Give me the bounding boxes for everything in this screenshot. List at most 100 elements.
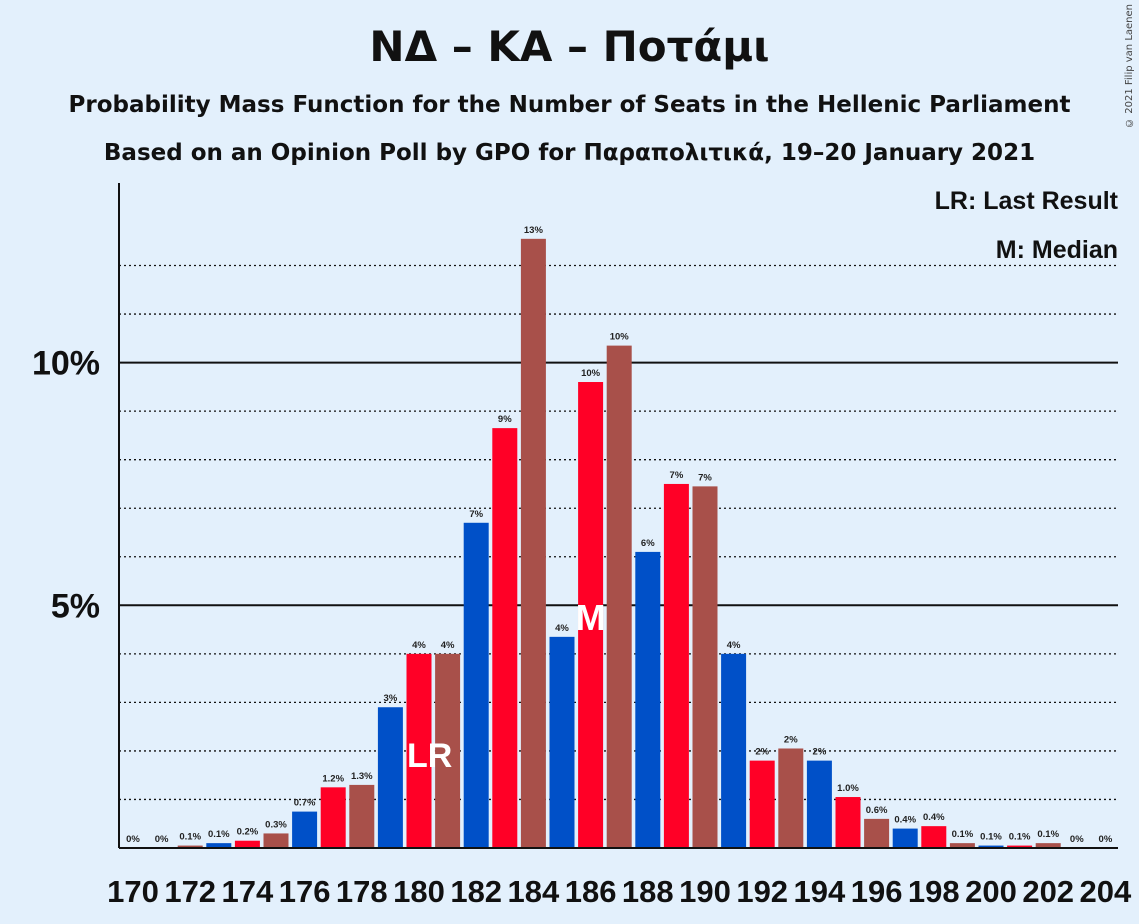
bar-label-seat-186: 10% <box>581 368 601 379</box>
x-tick-label-192: 192 <box>736 874 788 909</box>
bar-seat-186 <box>578 382 604 848</box>
x-tick-label-176: 176 <box>279 874 331 909</box>
bar-label-seat-193: 2% <box>784 734 798 745</box>
bar-label-seat-181: 4% <box>441 640 455 651</box>
bar-label-seat-196: 0.6% <box>866 805 888 816</box>
bar-seat-182 <box>463 522 489 848</box>
bar-label-seat-173: 0.1% <box>208 829 230 840</box>
bar-label-seat-188: 6% <box>641 538 655 549</box>
x-tick-label-202: 202 <box>1022 874 1074 909</box>
bar-label-seat-182: 7% <box>469 509 483 520</box>
bar-label-seat-175: 0.3% <box>265 819 287 830</box>
bar-label-seat-174: 0.2% <box>237 827 259 838</box>
bar-seat-174 <box>234 840 260 848</box>
bar-label-seat-179: 3% <box>384 693 398 704</box>
x-tick-label-188: 188 <box>622 874 674 909</box>
x-tick-label-182: 182 <box>450 874 502 909</box>
markers: LR M <box>407 597 606 775</box>
bar-seat-176 <box>292 811 318 848</box>
chart-title: ΝΔ – ΚΑ – Ποτάμι <box>369 22 770 71</box>
bar-label-seat-201: 0.1% <box>1009 832 1031 843</box>
bar-label-seat-202: 0.1% <box>1037 829 1059 840</box>
chart-subtitle-2: Based on an Opinion Poll by GPO for Παρα… <box>103 140 1036 166</box>
bar-seat-195 <box>835 797 861 848</box>
bar-label-seat-172: 0.1% <box>179 832 201 843</box>
bar-seat-173 <box>206 843 232 848</box>
x-tick-label-186: 186 <box>565 874 617 909</box>
bar-label-seat-189: 7% <box>670 470 684 481</box>
bar-seat-200 <box>978 845 1004 848</box>
bar-label-seat-190: 7% <box>698 472 712 483</box>
bar-seat-198 <box>921 826 947 848</box>
bar-label-seat-199: 0.1% <box>952 829 974 840</box>
bars <box>177 238 1061 848</box>
x-tick-label-196: 196 <box>851 874 903 909</box>
x-tick-label-178: 178 <box>336 874 388 909</box>
bar-label-seat-178: 1.3% <box>351 771 373 782</box>
bar-label-seat-191: 4% <box>727 640 741 651</box>
bar-label-seat-177: 1.2% <box>322 773 344 784</box>
bar-value-labels: 0% 0% 0.1% 0.1% 0.2% 0.3% 0.7% 1.2% 1.3% 3% 4% 4% 7%… <box>126 225 1113 845</box>
bar-seat-190 <box>692 486 718 848</box>
bar-seat-189 <box>663 483 689 848</box>
legend-median: M: Median <box>996 236 1118 264</box>
bar-seat-193 <box>778 748 804 848</box>
x-tick-label-204: 204 <box>1080 874 1132 909</box>
bar-label-seat-192: 2% <box>755 747 769 758</box>
bar-seat-179 <box>377 707 403 848</box>
bar-label-seat-203: 0% <box>1070 834 1084 845</box>
bar-seat-196 <box>864 818 890 848</box>
last-result-marker: LR <box>407 737 452 775</box>
bar-seat-175 <box>263 833 289 848</box>
x-tick-label-184: 184 <box>508 874 560 909</box>
bar-seat-202 <box>1035 843 1061 848</box>
bar-seat-180 <box>406 653 432 848</box>
bar-seat-172 <box>177 845 203 848</box>
bar-label-seat-176: 0.7% <box>294 798 316 809</box>
x-tick-label-174: 174 <box>222 874 274 909</box>
y-tick-label: 10% <box>32 345 100 383</box>
bar-label-seat-185: 4% <box>555 623 569 634</box>
bar-seat-199 <box>949 843 975 848</box>
bar-label-seat-171: 0% <box>155 834 169 845</box>
x-tick-label-172: 172 <box>164 874 216 909</box>
bar-label-seat-197: 0.4% <box>894 815 916 826</box>
tick-labels: 5%10%170 172 174 176 178 180 182 184 186 188 190 19… <box>32 345 1132 909</box>
bar-label-seat-184: 13% <box>524 225 544 236</box>
y-tick-label: 5% <box>51 587 100 625</box>
x-tick-label-170: 170 <box>107 874 159 909</box>
legend: LR: Last Result M: Median <box>935 187 1119 264</box>
bar-seat-183 <box>492 428 518 848</box>
bar-seat-185 <box>549 636 575 848</box>
bar-label-seat-195: 1.0% <box>837 783 859 794</box>
bar-label-seat-183: 9% <box>498 414 512 425</box>
bar-seat-197 <box>892 828 918 848</box>
x-tick-label-198: 198 <box>908 874 960 909</box>
bar-seat-187 <box>606 345 632 848</box>
bar-seat-178 <box>349 784 375 848</box>
bar-label-seat-187: 10% <box>610 332 630 343</box>
bar-seat-177 <box>320 787 346 848</box>
bar-label-seat-198: 0.4% <box>923 812 945 823</box>
bar-seat-181 <box>435 653 461 848</box>
bar-label-seat-170: 0% <box>126 834 140 845</box>
x-tick-label-190: 190 <box>679 874 731 909</box>
x-tick-label-200: 200 <box>965 874 1017 909</box>
legend-last-result: LR: Last Result <box>935 187 1119 215</box>
chart-subtitle-1: Probability Mass Function for the Number… <box>68 92 1071 118</box>
bar-label-seat-200: 0.1% <box>980 832 1002 843</box>
bar-label-seat-194: 2% <box>813 747 827 758</box>
bar-seat-191 <box>721 653 747 848</box>
axes <box>118 183 1118 849</box>
bar-seat-184 <box>520 238 546 848</box>
bar-seat-194 <box>806 760 832 848</box>
bar-seat-188 <box>635 551 661 848</box>
bar-label-seat-180: 4% <box>412 640 426 651</box>
x-tick-label-194: 194 <box>794 874 846 909</box>
median-marker: M <box>576 597 606 638</box>
bar-label-seat-204: 0% <box>1099 834 1113 845</box>
bar-seat-201 <box>1007 845 1033 848</box>
x-tick-label-180: 180 <box>393 874 445 909</box>
bar-seat-192 <box>749 760 775 848</box>
